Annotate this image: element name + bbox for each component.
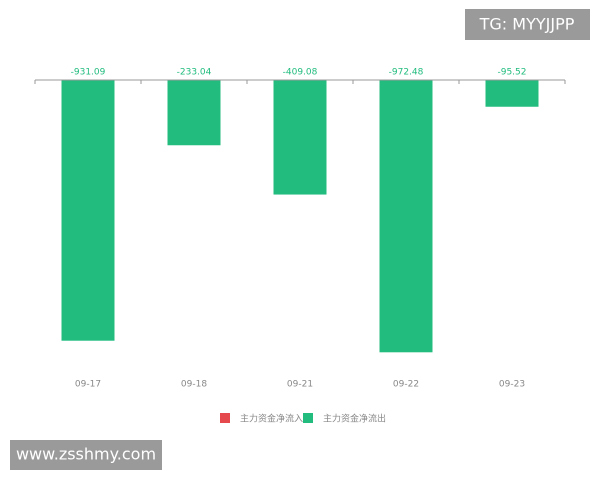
value-label: -95.52: [497, 68, 526, 78]
value-label: -931.09: [71, 68, 106, 78]
bar: [61, 80, 115, 341]
x-tick-label: 09-21: [287, 380, 313, 390]
legend-swatch: [220, 413, 230, 423]
value-label: -409.08: [283, 68, 318, 78]
x-tick-label: 09-23: [499, 380, 525, 390]
legend-label: 主力资金净流入: [240, 413, 303, 425]
legend-swatch: [303, 413, 313, 423]
bar: [167, 80, 221, 146]
watermark-box: [10, 440, 162, 470]
watermark-box: [465, 9, 590, 40]
watermark: TG: MYYJJPP: [479, 15, 575, 34]
x-tick-label: 09-18: [181, 380, 207, 390]
x-tick-label: 09-22: [393, 380, 419, 390]
watermark: www.zsshmy.com: [16, 445, 156, 464]
bar: [485, 80, 539, 107]
bar: [379, 80, 433, 353]
bar: [273, 80, 327, 195]
value-label: -972.48: [389, 68, 424, 78]
legend-label: 主力资金净流出: [323, 413, 386, 425]
x-tick-label: 09-17: [75, 380, 101, 390]
value-label: -233.04: [177, 68, 212, 78]
